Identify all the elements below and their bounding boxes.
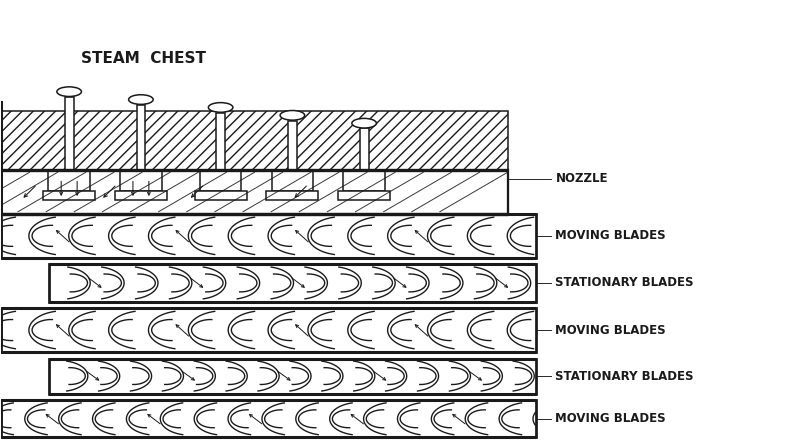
Bar [338, 191, 390, 200]
Bar [65, 97, 74, 170]
Ellipse shape [129, 95, 153, 105]
Ellipse shape [208, 103, 233, 112]
Text: STEAM  CHEST: STEAM CHEST [81, 51, 206, 66]
Bar [216, 113, 225, 170]
Bar [200, 170, 242, 191]
Bar [272, 170, 313, 191]
Text: MOVING BLADES: MOVING BLADES [555, 324, 666, 336]
Bar [137, 105, 146, 170]
Bar [194, 191, 246, 200]
Bar [360, 128, 369, 170]
Bar [343, 170, 385, 191]
Text: MOVING BLADES: MOVING BLADES [555, 229, 666, 243]
Bar [49, 170, 90, 191]
Text: MOVING BLADES: MOVING BLADES [555, 412, 666, 425]
Text: STATIONARY BLADES: STATIONARY BLADES [555, 370, 694, 383]
Bar [120, 170, 162, 191]
Bar [2, 111, 508, 170]
Text: NOZZLE: NOZZLE [555, 172, 608, 185]
Bar [288, 120, 297, 170]
Bar [43, 191, 95, 200]
Bar [115, 191, 167, 200]
Ellipse shape [352, 118, 377, 128]
Bar [266, 191, 318, 200]
Ellipse shape [280, 111, 305, 120]
Text: STATIONARY BLADES: STATIONARY BLADES [555, 277, 694, 289]
Ellipse shape [57, 87, 82, 97]
